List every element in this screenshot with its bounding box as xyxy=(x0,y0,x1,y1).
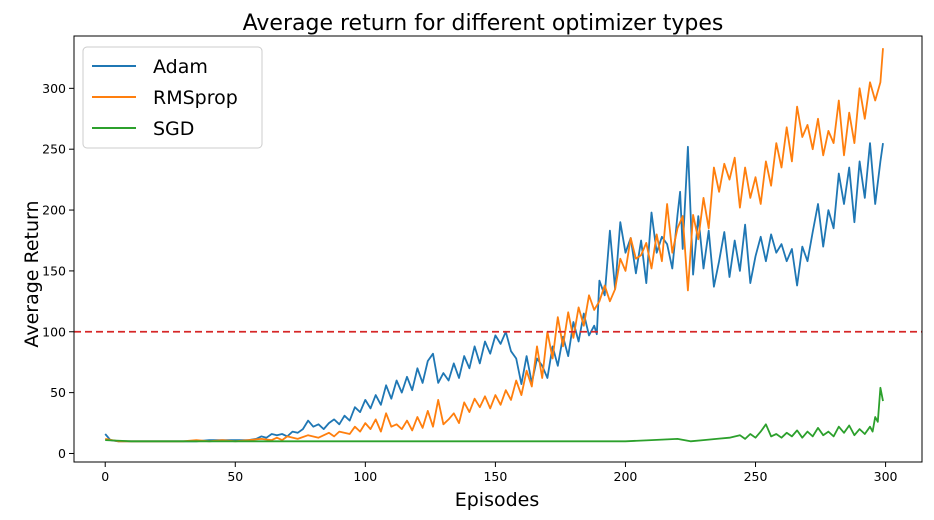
y-tick-label: 200 xyxy=(42,203,66,218)
plot-frame xyxy=(73,35,923,463)
x-tick-label: 250 xyxy=(744,469,768,484)
x-tick-label: 300 xyxy=(874,469,898,484)
x-tick-label: 0 xyxy=(101,469,109,484)
x-tick-label: 50 xyxy=(227,469,243,484)
x-tick-label: 150 xyxy=(483,469,507,484)
y-tick-label: 300 xyxy=(42,81,66,96)
y-axis-label: Average Return xyxy=(21,200,43,347)
x-axis-label: Episodes xyxy=(455,489,540,511)
legend-box xyxy=(82,46,263,149)
x-tick-label: 100 xyxy=(353,469,377,484)
y-tick-label: 150 xyxy=(42,263,66,278)
y-tick-label: 250 xyxy=(42,142,66,157)
legend-label-rmsprop: RMSprop xyxy=(153,87,238,109)
legend-label-adam: Adam xyxy=(153,56,208,78)
legend-label-sgd: SGD xyxy=(153,118,194,140)
y-tick-label: 0 xyxy=(58,446,66,461)
chart-title: Average return for different optimizer t… xyxy=(243,11,724,36)
x-tick-label: 200 xyxy=(614,469,638,484)
series-line-adam xyxy=(104,142,884,443)
y-tick-label: 50 xyxy=(50,385,66,400)
y-tick-label: 100 xyxy=(42,324,66,339)
series-line-sgd xyxy=(105,386,884,443)
series-line-rmsprop xyxy=(105,48,884,443)
